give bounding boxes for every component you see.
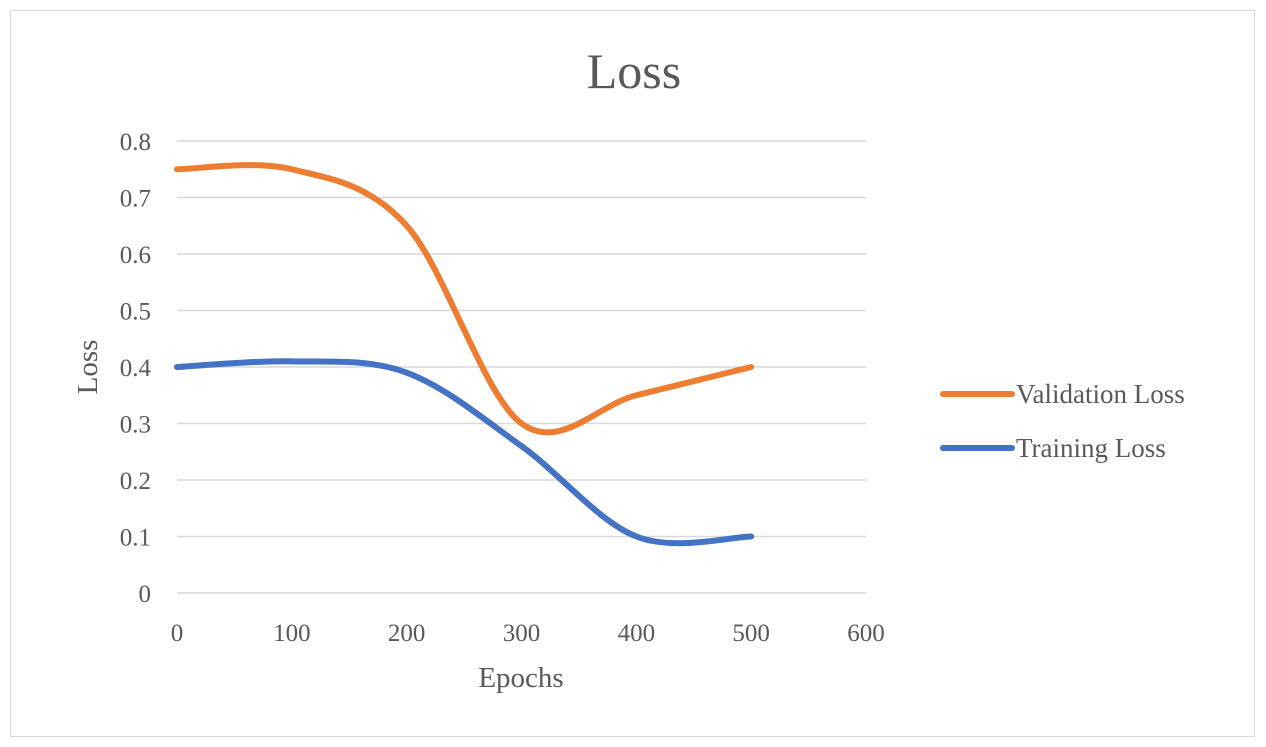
- y-tick-label: 0.5: [120, 299, 151, 326]
- legend-item-validation: Validation Loss: [940, 379, 1185, 409]
- legend-item-training: Training Loss: [940, 433, 1166, 463]
- y-tick-label: 0: [139, 581, 152, 608]
- x-tick-labels: 0 100 200 300 400 500 600: [171, 620, 885, 647]
- x-tick-label: 300: [503, 620, 541, 647]
- x-tick-label: 500: [732, 620, 770, 647]
- chart-title: Loss: [587, 43, 681, 99]
- legend-label-validation: Validation Loss: [1016, 379, 1185, 409]
- y-tick-labels: 0 0.1 0.2 0.3 0.4 0.5 0.6 0.7 0.8: [120, 129, 152, 608]
- x-tick-label: 400: [618, 620, 656, 647]
- y-axis-label: Loss: [72, 340, 104, 395]
- y-tick-label: 0.2: [120, 468, 151, 495]
- y-tick-label: 0.3: [120, 412, 151, 439]
- series-lines: [174, 162, 755, 547]
- legend-label-training: Training Loss: [1016, 433, 1166, 463]
- y-tick-label: 0.7: [120, 186, 151, 213]
- x-axis-label: Epochs: [478, 662, 563, 694]
- x-tick-label: 100: [273, 620, 311, 647]
- y-tick-label: 0.4: [120, 355, 152, 382]
- gridlines: [177, 140, 866, 594]
- y-tick-label: 0.6: [120, 242, 151, 269]
- x-tick-label: 0: [171, 620, 184, 647]
- y-tick-label: 0.8: [120, 129, 151, 156]
- chart-frame: [10, 10, 1255, 737]
- y-tick-label: 0.1: [120, 525, 151, 552]
- x-tick-label: 600: [847, 620, 885, 647]
- x-tick-label: 200: [388, 620, 426, 647]
- series-line-training: [174, 358, 755, 547]
- series-line-validation: [174, 162, 755, 436]
- legend: Validation Loss Training Loss: [940, 379, 1185, 463]
